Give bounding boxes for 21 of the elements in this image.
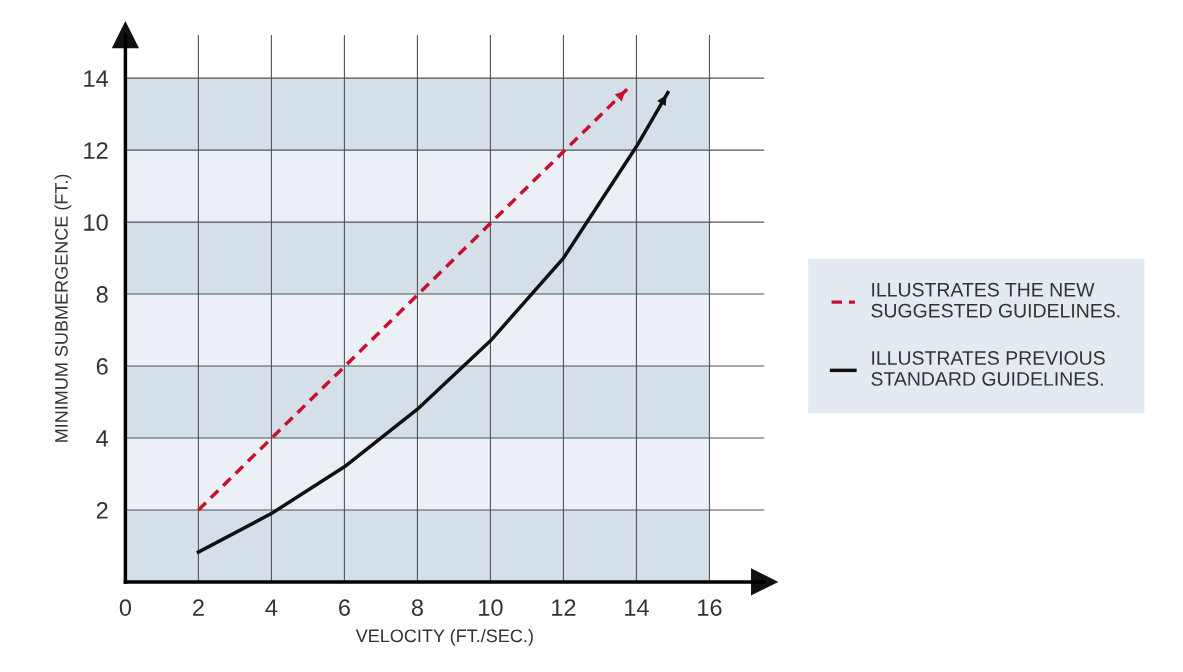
x-tick-label: 8 (411, 599, 423, 616)
y-tick-label: 14 (84, 70, 109, 87)
x-tick-label: 2 (193, 599, 204, 616)
y-tick-label: 6 (96, 358, 108, 375)
x-tick-label: 10 (479, 599, 503, 616)
x-tick-label: 4 (265, 599, 278, 616)
x-tick-label: 0 (119, 599, 132, 616)
x-tick-label: 14 (625, 599, 649, 616)
x-tick-label: 6 (339, 599, 350, 616)
x-axis-title: VELOCITY (FT./SEC.) (355, 628, 533, 646)
legend-label: ILLUSTRATES THE NEW SUGGESTED GUIDELINES. (871, 282, 1120, 318)
x-tick-label: 16 (698, 599, 722, 616)
y-tick-label: 10 (84, 214, 108, 231)
y-tick-label: 12 (84, 142, 108, 159)
legend-label: ILLUSTRATES PREVIOUS STANDARD GUIDELINES. (871, 351, 1105, 386)
x-tick-label: 12 (552, 599, 576, 616)
y-axis-title: MINIMUM SUBMERGENCE (FT.) (54, 174, 72, 442)
y-tick-label: 2 (96, 502, 108, 519)
y-tick-label: 8 (96, 286, 108, 303)
y-tick-label: 4 (96, 430, 109, 447)
line-series (196, 90, 670, 554)
